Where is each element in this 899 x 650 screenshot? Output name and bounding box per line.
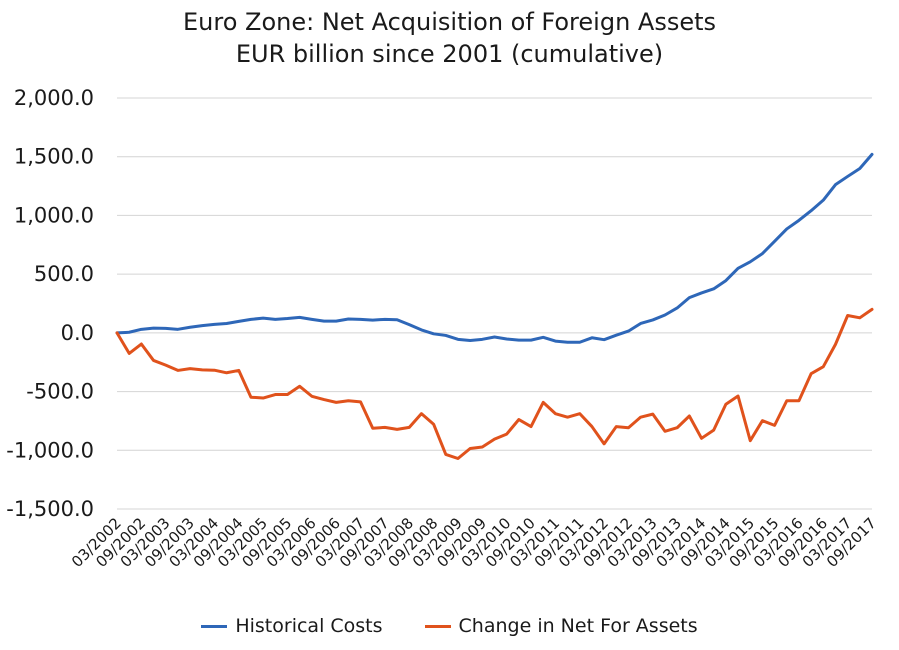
legend-label-change-in-net-for-assets: Change in Net For Assets — [458, 615, 698, 637]
chart-title-line-2: EUR billion since 2001 (cumulative) — [235, 40, 664, 68]
y-tick-label: -1,500.0 — [6, 497, 94, 521]
x-axis-ticks: 03/200209/200203/200309/200303/200409/20… — [68, 514, 880, 571]
series-line-change-in-net-for-assets — [115, 307, 874, 461]
series-line-historical-costs — [115, 152, 874, 344]
chart-title-line-1: Euro Zone: Net Acquisition of Foreign As… — [182, 8, 717, 36]
y-tick-label: 1,500.0 — [14, 145, 94, 169]
y-axis-ticks: 2,000.0 1,500.0 1,000.0 500.0 0.0 -500.0 -1,00… — [6, 86, 94, 521]
legend-swatch-historical-costs — [201, 624, 228, 628]
gridlines — [117, 97, 872, 510]
legend-item-change-in-net-for-assets: Change in Net For Assets — [424, 615, 698, 637]
y-tick-label: -500.0 — [26, 380, 94, 404]
legend: Historical Costs Change in Net For Asset… — [0, 615, 899, 637]
chart-title: Euro Zone: Net Acquisition of Foreign As… — [0, 6, 899, 70]
series-lines — [115, 152, 874, 461]
legend-item-historical-costs: Historical Costs — [201, 615, 383, 637]
y-tick-label: 500.0 — [34, 262, 94, 286]
y-tick-label: 1,000.0 — [14, 203, 94, 227]
y-tick-label: -1,000.0 — [6, 438, 94, 462]
legend-label-historical-costs: Historical Costs — [235, 615, 383, 637]
legend-swatch-change-in-net-for-assets — [424, 624, 451, 628]
y-tick-label: 0.0 — [61, 321, 94, 345]
y-tick-label: 2,000.0 — [14, 86, 94, 110]
